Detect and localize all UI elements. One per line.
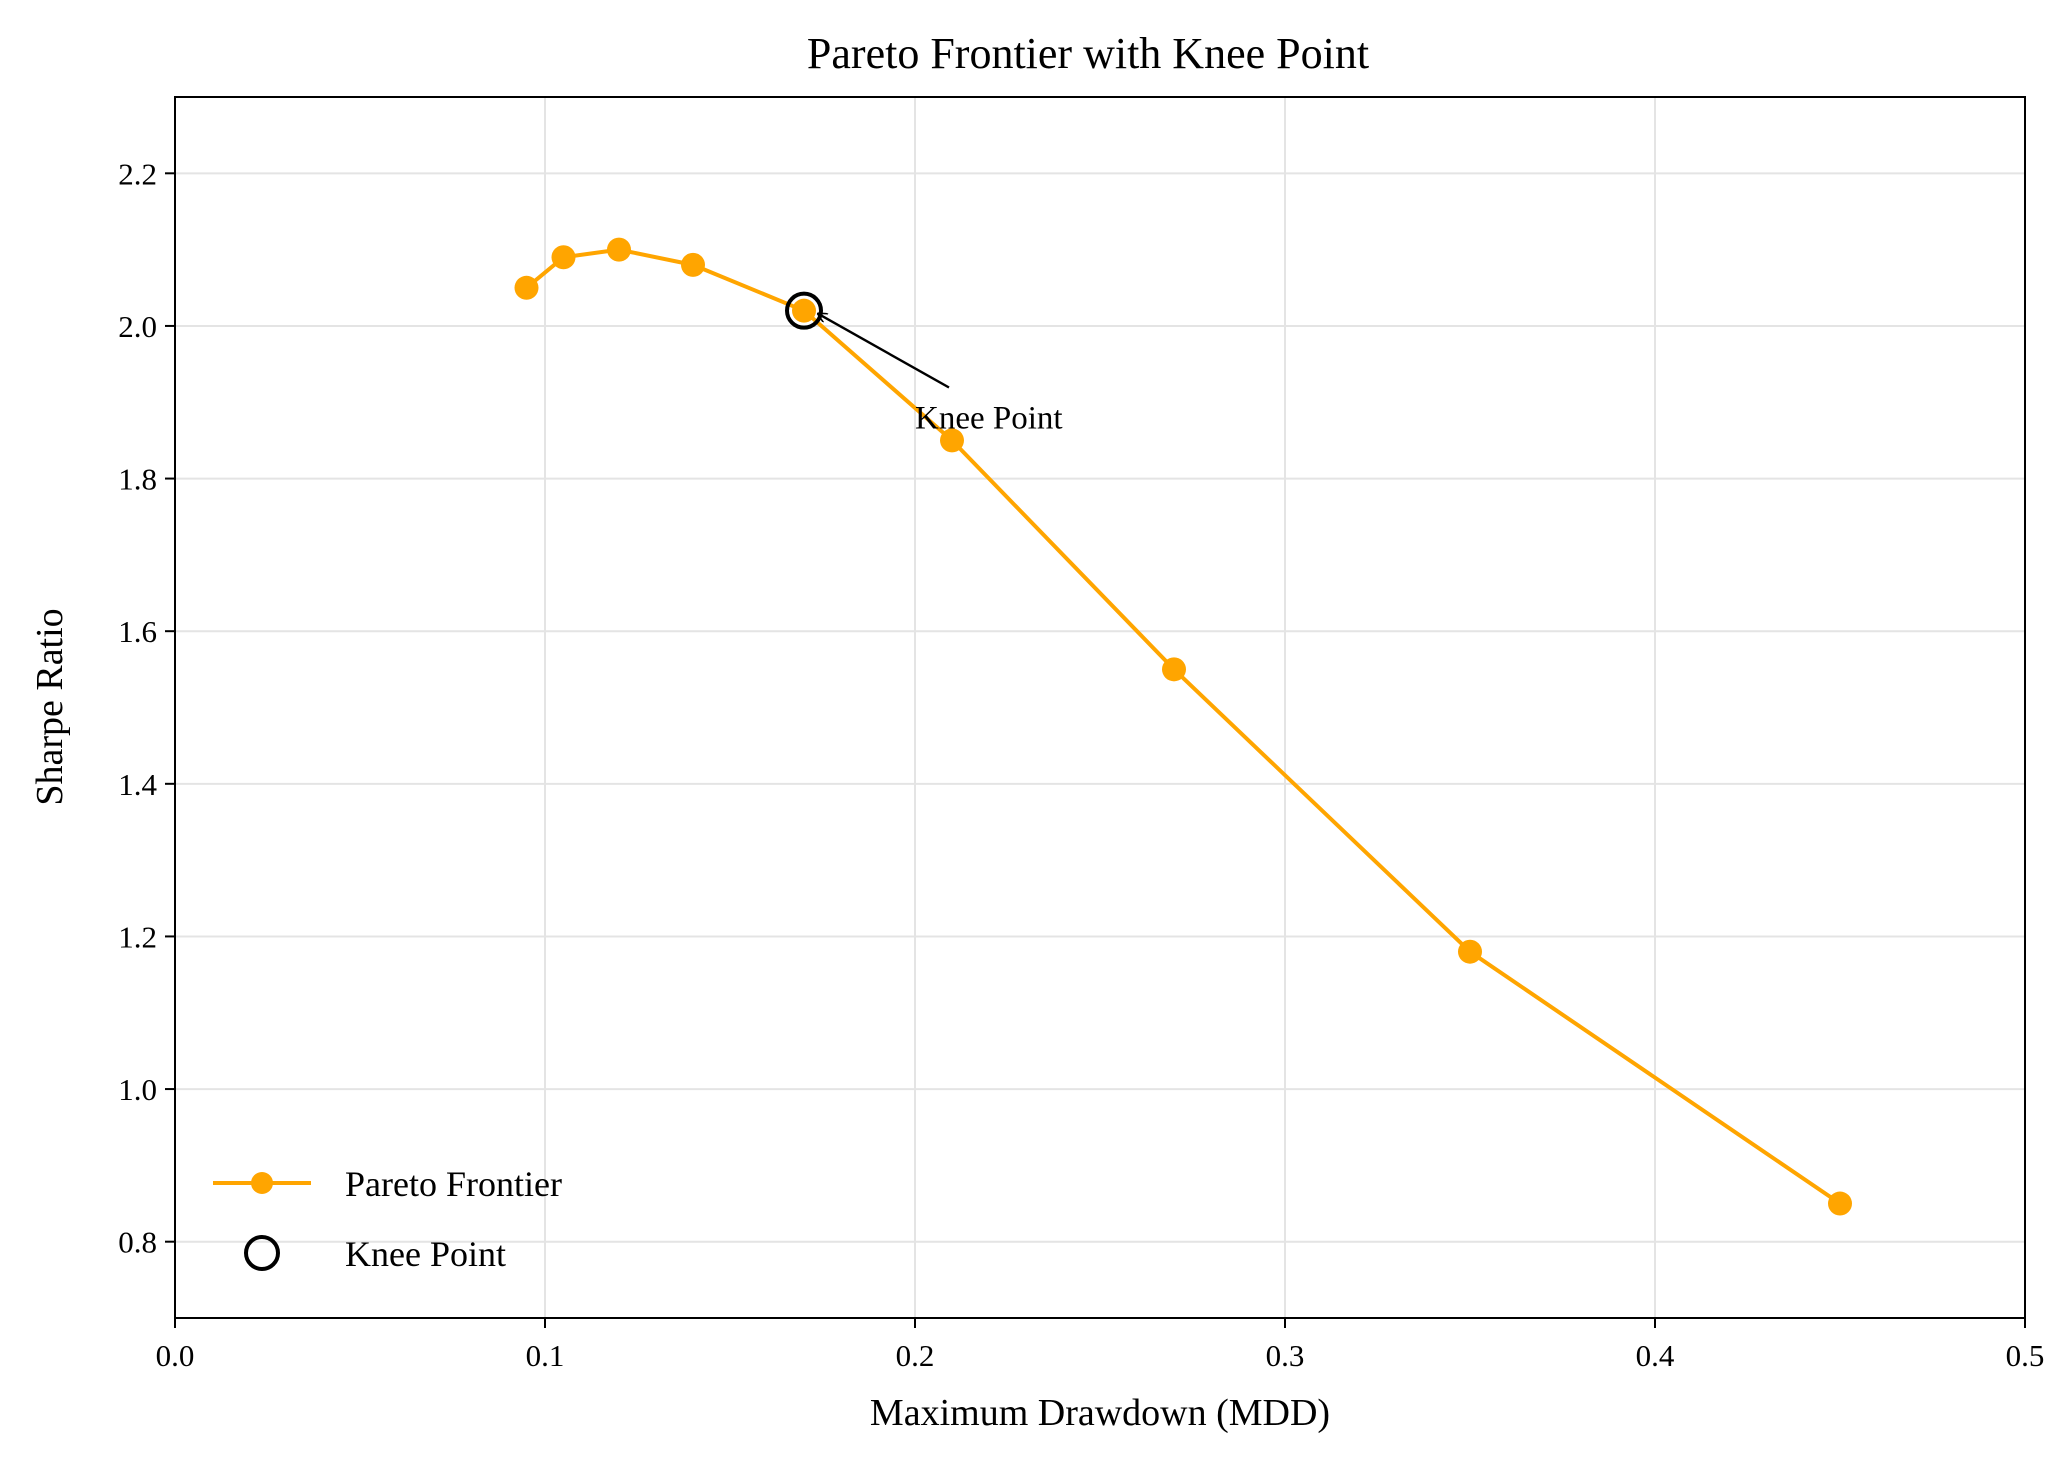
- legend-marker-pareto: [251, 1172, 273, 1194]
- legend-label-knee: Knee Point: [345, 1234, 506, 1274]
- x-tick-label-2: 0.2: [896, 1338, 935, 1373]
- y-tick-label-7: 2.2: [118, 156, 157, 191]
- y-tick-label-2: 1.2: [118, 919, 157, 954]
- y-axis-ticks: 0.8 1.0 1.2 1.4 1.6 1.8 2.0 2.2: [118, 156, 175, 1260]
- annotation-text: Knee Point: [915, 401, 1063, 437]
- x-axis-label: Maximum Drawdown (MDD): [870, 1392, 1330, 1434]
- data-point-0-4: [792, 298, 816, 323]
- data-point-0-8: [1828, 1191, 1852, 1216]
- data-point-0-0: [514, 275, 539, 300]
- y-tick-label-6: 2.0: [118, 309, 157, 344]
- x-tick-label-0: 0.0: [156, 1338, 195, 1373]
- y-tick-label-3: 1.4: [118, 767, 157, 802]
- x-tick-label-3: 0.3: [1266, 1338, 1305, 1373]
- data-point-0-2: [607, 237, 631, 262]
- plot-frame: [174, 96, 2026, 1319]
- annotation: Knee Point: [818, 314, 1063, 437]
- legend-marker-knee: [244, 1235, 280, 1271]
- data-point-0-5: [940, 428, 964, 453]
- knee-layer: [785, 291, 823, 330]
- data-point-0-7: [1458, 939, 1482, 964]
- chart-title: Pareto Frontier with Knee Point: [807, 29, 1369, 78]
- legend: Pareto Frontier Knee Point: [213, 1164, 562, 1274]
- legend-label-pareto: Pareto Frontier: [345, 1164, 562, 1204]
- y-tick-label-1: 1.0: [118, 1072, 157, 1107]
- x-axis-ticks: 0.0 0.1 0.2 0.3 0.4 0.5: [156, 1318, 2045, 1373]
- annotation-arrow: [818, 314, 950, 389]
- x-tick-label-4: 0.4: [1636, 1338, 1675, 1373]
- y-tick-label-0: 0.8: [118, 1225, 157, 1260]
- series-layer: [514, 237, 1852, 1216]
- x-tick-label-1: 0.1: [526, 1338, 565, 1373]
- data-point-0-6: [1162, 657, 1186, 682]
- knee-point-marker: [785, 291, 823, 330]
- data-point-0-3: [681, 252, 705, 277]
- y-tick-label-5: 1.8: [118, 462, 157, 497]
- x-tick-label-5: 0.5: [2006, 1338, 2045, 1373]
- y-tick-label-4: 1.6: [118, 614, 157, 649]
- y-axis-label: Sharpe Ratio: [29, 608, 71, 805]
- data-point-0-1: [551, 245, 576, 270]
